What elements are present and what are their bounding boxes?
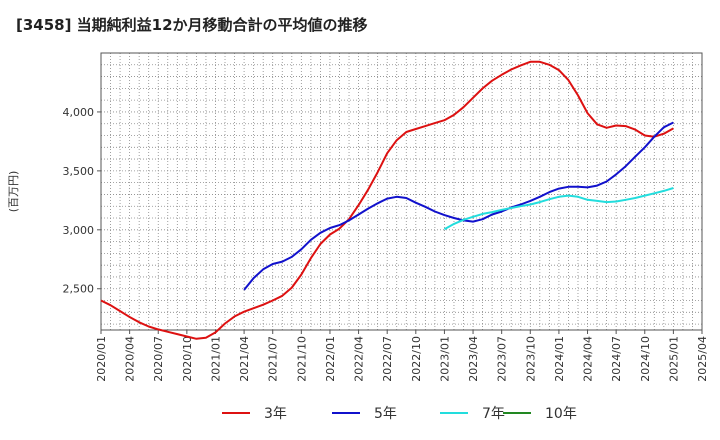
- legend-label-5年: 5年: [374, 406, 397, 422]
- series-line-3年: [100, 60, 674, 340]
- x-tick-label: 2025/04: [696, 336, 709, 382]
- x-tick-label: 2020/07: [152, 336, 165, 382]
- x-tick-label: 2024/01: [553, 336, 566, 382]
- x-tick-label: 2021/01: [209, 336, 222, 382]
- x-tick-label: 2022/10: [410, 336, 423, 382]
- y-tick-label: 2,500: [63, 283, 95, 296]
- x-tick-label: 2020/01: [95, 336, 108, 382]
- legend-label-10年: 10年: [545, 406, 577, 422]
- legend-label-3年: 3年: [264, 406, 287, 422]
- x-tick-label: 2023/10: [524, 336, 537, 382]
- x-tick-label: 2022/01: [324, 336, 337, 382]
- x-axis: 2020/01 2020/04 2020/07 2020/10 2021/01 2021/…: [95, 330, 709, 382]
- y-tick-label: 3,000: [63, 224, 95, 237]
- x-tick-label: 2021/04: [238, 336, 251, 382]
- series-line-5年: [243, 121, 674, 291]
- plot-frame: [100, 52, 703, 331]
- y-axis-label: (百万円): [7, 171, 20, 213]
- x-tick-label: 2023/04: [467, 336, 480, 382]
- y-tick-label: 4,000: [63, 106, 95, 119]
- x-tick-label: 2020/04: [124, 336, 137, 382]
- x-tick-label: 2024/07: [610, 336, 623, 382]
- x-tick-label: 2024/10: [639, 336, 652, 382]
- x-tick-label: 2024/04: [582, 336, 595, 382]
- x-tick-label: 2023/01: [438, 336, 451, 382]
- x-tick-label: 2021/07: [267, 336, 280, 382]
- chart-title: [3458] 当期純利益12か月移動合計の平均値の推移: [16, 16, 368, 34]
- x-tick-label: 2022/04: [353, 336, 366, 382]
- x-tick-label: 2021/10: [295, 336, 308, 382]
- series-line-7年: [443, 187, 674, 231]
- legend-label-7年: 7年: [482, 406, 505, 422]
- x-tick-label: 2020/10: [181, 336, 194, 382]
- y-axis: 2,500 3,000 3,500 4,000 (百万円): [7, 106, 101, 296]
- x-tick-label: 2023/07: [496, 336, 509, 382]
- series-lines: [100, 60, 674, 340]
- grid-lines: [101, 53, 702, 330]
- x-tick-label: 2025/01: [667, 336, 680, 382]
- y-tick-label: 3,500: [63, 165, 95, 178]
- legend: 3年 5年 7年 10年: [222, 406, 577, 422]
- x-tick-label: 2022/07: [381, 336, 394, 382]
